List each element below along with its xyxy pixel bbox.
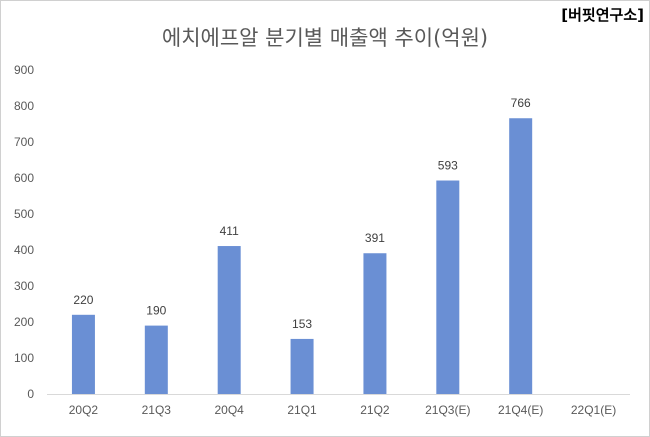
data-label: 190: [146, 304, 166, 318]
data-label: 593: [438, 159, 458, 173]
y-tick-label: 700: [14, 135, 34, 149]
y-tick-label: 300: [14, 279, 34, 293]
bar: [509, 118, 533, 395]
x-tick-label: 21Q1: [287, 403, 317, 417]
bar: [71, 314, 95, 394]
bar: [290, 338, 314, 394]
x-tick-label: 21Q3(E): [425, 403, 470, 417]
y-tick-label: 500: [14, 207, 34, 221]
data-label: 391: [365, 231, 385, 245]
watermark: [버핏연구소]: [561, 6, 644, 24]
y-tick-label: 0: [27, 387, 34, 401]
bar: [144, 325, 168, 394]
bar: [217, 246, 241, 394]
y-tick-label: 900: [14, 63, 34, 77]
x-axis-ticks: 20Q2 21Q3 20Q4 21Q1 21Q2 21Q3(E) 21Q4(E) 22Q1(E…: [69, 403, 616, 417]
y-tick-label: 200: [14, 315, 34, 329]
bar: [363, 253, 387, 394]
data-label: 766: [511, 96, 531, 110]
x-tick-label: 21Q3: [142, 403, 172, 417]
bar: [436, 180, 460, 394]
x-tick-label: 21Q2: [360, 403, 390, 417]
y-tick-label: 400: [14, 243, 34, 257]
y-axis-ticks: 0 100 200 300 400 500 600 700 800 900: [14, 63, 34, 401]
data-labels: 220 190 411 153 391 593 766: [73, 96, 531, 331]
y-tick-label: 600: [14, 171, 34, 185]
bars: [71, 118, 533, 395]
data-label: 220: [73, 293, 93, 307]
data-label: 411: [220, 224, 239, 238]
y-tick-label: 800: [14, 99, 34, 113]
y-tick-label: 100: [14, 351, 34, 365]
chart-title: 에치에프알 분기별 매출액 추이(억원): [161, 26, 489, 50]
x-tick-label: 20Q2: [69, 403, 99, 417]
x-tick-label: 21Q4(E): [498, 403, 543, 417]
x-tick-label: 20Q4: [215, 403, 245, 417]
x-tick-label: 22Q1(E): [571, 403, 616, 417]
data-label: 153: [292, 317, 312, 331]
